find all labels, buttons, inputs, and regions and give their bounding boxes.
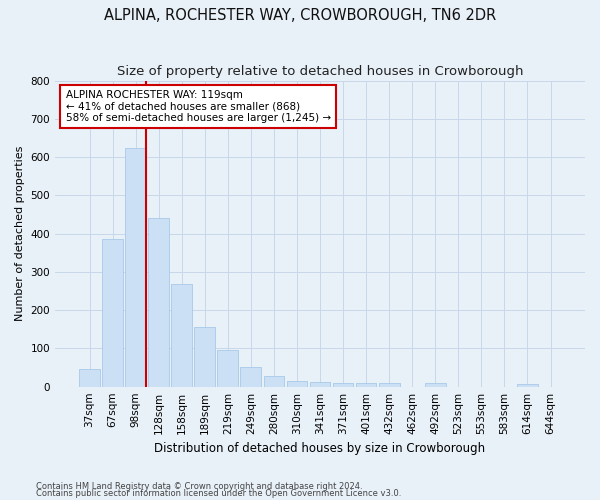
Text: ALPINA ROCHESTER WAY: 119sqm
← 41% of detached houses are smaller (868)
58% of s: ALPINA ROCHESTER WAY: 119sqm ← 41% of de… xyxy=(65,90,331,123)
Bar xyxy=(241,367,261,386)
Y-axis label: Number of detached properties: Number of detached properties xyxy=(15,146,25,322)
Bar xyxy=(148,218,169,386)
Bar xyxy=(356,383,376,386)
Bar xyxy=(517,384,538,386)
Text: Contains public sector information licensed under the Open Government Licence v3: Contains public sector information licen… xyxy=(36,490,401,498)
X-axis label: Distribution of detached houses by size in Crowborough: Distribution of detached houses by size … xyxy=(154,442,485,455)
Bar xyxy=(194,328,215,386)
Bar xyxy=(332,383,353,386)
Text: ALPINA, ROCHESTER WAY, CROWBOROUGH, TN6 2DR: ALPINA, ROCHESTER WAY, CROWBOROUGH, TN6 … xyxy=(104,8,496,22)
Text: Contains HM Land Registry data © Crown copyright and database right 2024.: Contains HM Land Registry data © Crown c… xyxy=(36,482,362,491)
Bar xyxy=(125,148,146,386)
Bar xyxy=(217,350,238,387)
Bar xyxy=(172,284,192,386)
Bar xyxy=(379,383,400,386)
Bar xyxy=(263,376,284,386)
Title: Size of property relative to detached houses in Crowborough: Size of property relative to detached ho… xyxy=(117,65,523,78)
Bar xyxy=(79,368,100,386)
Bar xyxy=(102,240,123,386)
Bar xyxy=(287,381,307,386)
Bar xyxy=(425,383,446,386)
Bar xyxy=(310,382,331,386)
